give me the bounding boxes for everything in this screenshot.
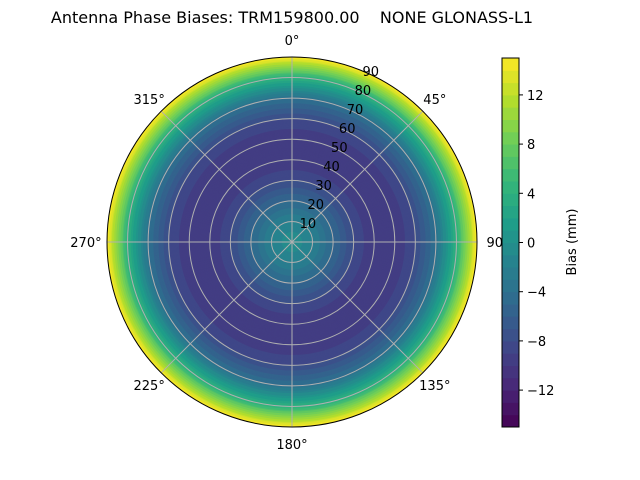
colorbar-tick-label: −4 — [527, 286, 546, 301]
colorbar-band — [502, 365, 519, 379]
colorbar-band — [502, 316, 519, 330]
colorbar-band — [502, 291, 519, 305]
colorbar-band — [502, 340, 519, 354]
colorbar-band — [502, 131, 519, 145]
angular-tick-label: 45° — [423, 93, 446, 108]
radial-tick-label: 30 — [315, 179, 332, 194]
colorbar-band — [502, 205, 519, 219]
radial-tick-label: 10 — [300, 217, 317, 232]
grid-spoke — [291, 241, 424, 374]
chart-title: Antenna Phase Biases: TRM159800.00 NONE … — [51, 8, 533, 27]
colorbar-tick-label: 0 — [527, 237, 535, 252]
colorbar-band — [502, 414, 519, 428]
colorbar-band — [502, 94, 519, 108]
colorbar-band — [502, 107, 519, 120]
colorbar-label: Bias (mm) — [565, 209, 580, 276]
colorbar-band — [502, 390, 519, 403]
angular-tick-label: 315° — [134, 93, 165, 108]
colorbar-tick-label: 12 — [527, 89, 544, 104]
angular-tick-label: 180° — [276, 438, 307, 453]
colorbar-ticks: −12 −8 −4 0 4 8 12 — [519, 89, 554, 399]
colorbar-band — [502, 119, 519, 133]
colorbar-band — [502, 254, 519, 268]
colorbar-band — [502, 70, 519, 84]
angular-tick-label: 225° — [134, 379, 165, 394]
radial-tick-label: 80 — [355, 84, 372, 99]
colorbar-band — [502, 377, 519, 391]
polar-frame — [106, 56, 478, 428]
colorbar-band — [502, 168, 519, 182]
angular-tick-label: 0° — [285, 34, 300, 49]
grid-spoke — [291, 110, 424, 243]
colorbar-band — [502, 267, 519, 280]
radial-tick-labels: 10 20 30 40 50 60 70 80 90 — [300, 65, 379, 232]
colorbar — [501, 57, 520, 428]
colorbar-band — [502, 279, 519, 293]
angular-tick-labels: 0°45°90°135°180°225°270°315° — [70, 34, 509, 453]
colorbar-band — [502, 217, 519, 231]
colorbar-band — [502, 304, 519, 317]
colorbar-band — [502, 156, 519, 170]
colorbar-tick-label: −8 — [527, 335, 546, 350]
radial-tick-label: 90 — [363, 65, 380, 80]
colorbar-tick-label: 8 — [527, 138, 535, 153]
colorbar-tick-label: −12 — [527, 384, 554, 399]
colorbar-tick-label: 4 — [527, 187, 535, 202]
colorbar-band — [502, 82, 519, 96]
angular-tick-label: 135° — [419, 379, 450, 394]
radial-tick-label: 20 — [307, 198, 324, 213]
colorbar-band — [502, 230, 519, 243]
colorbar-band — [502, 144, 519, 157]
angular-tick-label: 270° — [70, 236, 101, 251]
grid-spoke — [160, 241, 293, 374]
colorbar-band — [502, 58, 519, 71]
radial-tick-label: 50 — [331, 141, 348, 156]
colorbar-band — [502, 242, 519, 256]
grid-spoke — [160, 110, 293, 243]
radial-tick-label: 70 — [347, 103, 364, 118]
colorbar-band — [502, 353, 519, 366]
polar-grid — [107, 57, 477, 427]
colorbar-band — [502, 181, 519, 194]
colorbar-band — [502, 193, 519, 207]
radial-tick-label: 60 — [339, 122, 356, 137]
radial-tick-label: 40 — [323, 160, 340, 175]
colorbar-band — [502, 402, 519, 416]
colorbar-band — [502, 328, 519, 342]
